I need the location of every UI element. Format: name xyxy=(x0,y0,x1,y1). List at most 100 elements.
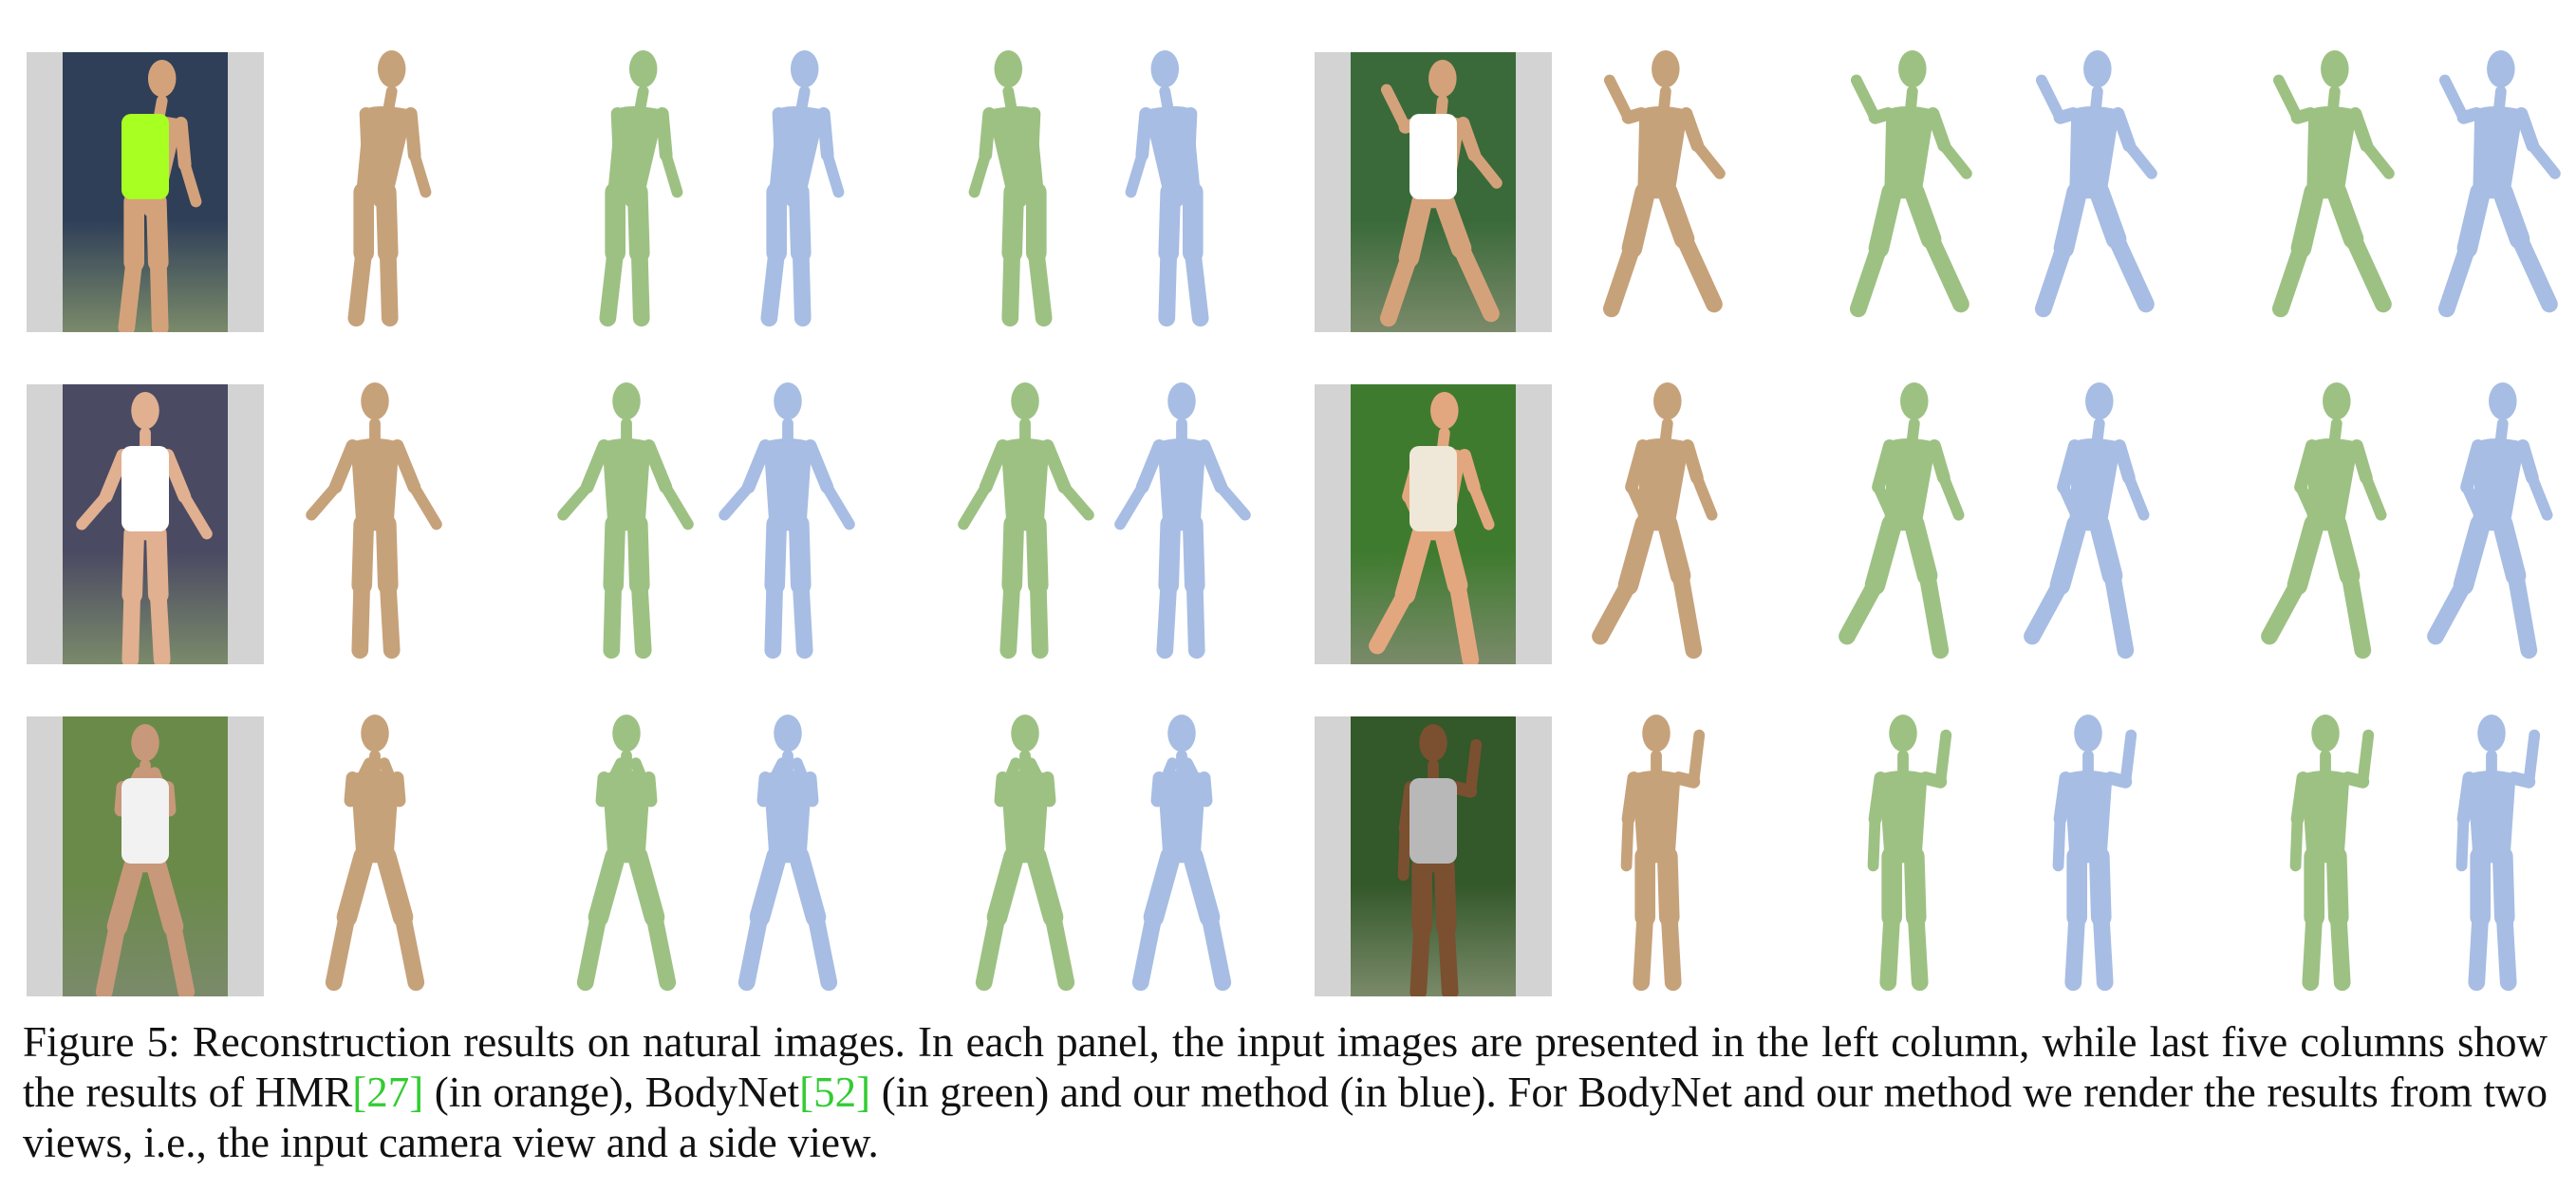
arm xyxy=(2456,772,2476,827)
citation-bodynet[interactable]: [52] xyxy=(799,1069,871,1116)
reconstructions-r2-right xyxy=(1592,382,2553,660)
leg xyxy=(2271,239,2310,318)
head xyxy=(1011,382,1039,420)
mesh-hmr-front-view xyxy=(1620,715,1706,992)
leg xyxy=(588,846,626,928)
leg xyxy=(749,846,788,928)
head xyxy=(1642,715,1671,753)
leg xyxy=(1433,855,1457,938)
head xyxy=(361,715,389,753)
arm xyxy=(1691,139,1726,179)
head xyxy=(774,382,802,420)
arm xyxy=(2119,729,2137,788)
arm xyxy=(1850,74,1881,123)
leg xyxy=(2092,908,2114,992)
arm xyxy=(1688,729,1706,788)
leg xyxy=(2495,908,2517,992)
arm xyxy=(1937,472,1965,521)
leg xyxy=(599,244,625,327)
leg xyxy=(375,181,399,264)
figure-5 xyxy=(27,50,2561,996)
neck xyxy=(634,85,649,116)
head xyxy=(2323,382,2351,420)
leg xyxy=(95,918,126,996)
leg xyxy=(1675,230,1723,313)
leg xyxy=(764,513,788,596)
arm xyxy=(2052,813,2066,872)
arm xyxy=(1197,439,1228,494)
arm xyxy=(1867,813,1881,872)
mesh-bodynet-front-view xyxy=(1867,715,1952,992)
leg xyxy=(792,244,812,327)
arm xyxy=(2361,139,2395,179)
leg xyxy=(626,181,650,264)
leg xyxy=(1437,918,1459,996)
leg xyxy=(1849,239,1888,318)
arm xyxy=(1182,757,1212,807)
mesh-ours-front-view xyxy=(2052,715,2137,992)
arm xyxy=(1151,757,1179,807)
photo-shirt xyxy=(121,446,169,531)
torso xyxy=(2301,771,2350,864)
torso xyxy=(1884,438,1937,531)
arm xyxy=(2348,107,2374,153)
arm xyxy=(995,757,1022,807)
arm xyxy=(719,481,755,521)
leg xyxy=(626,513,650,596)
neck xyxy=(383,85,398,116)
arm xyxy=(2289,813,2304,872)
leg xyxy=(2261,576,2306,645)
arm xyxy=(2514,107,2540,153)
neck xyxy=(2492,85,2507,116)
arm xyxy=(2122,472,2150,521)
leg xyxy=(2049,513,2088,596)
arm xyxy=(2123,139,2157,179)
leg xyxy=(1185,576,1205,660)
leg xyxy=(118,253,143,332)
photo-shirt xyxy=(1409,778,1457,864)
mesh-ours-front-view xyxy=(719,382,855,660)
arm xyxy=(1215,481,1251,521)
torso xyxy=(1878,771,1928,864)
torso xyxy=(602,771,651,864)
arm xyxy=(390,439,421,494)
head xyxy=(612,715,641,753)
arm xyxy=(1873,481,1901,530)
mesh-bodynet-front-view xyxy=(1849,50,1972,318)
arm xyxy=(757,757,788,807)
arm xyxy=(741,439,773,494)
arm xyxy=(791,757,818,807)
leg xyxy=(986,846,1025,928)
leg xyxy=(1409,918,1431,996)
arm xyxy=(816,107,834,162)
head xyxy=(628,50,658,88)
citation-hmr[interactable]: [27] xyxy=(352,1069,424,1116)
leg xyxy=(2329,908,2351,992)
arm xyxy=(408,481,442,530)
arm xyxy=(1380,84,1411,133)
leg xyxy=(379,244,399,327)
arm xyxy=(642,439,673,494)
mesh-ours-front-view xyxy=(2034,50,2157,318)
leg xyxy=(788,181,812,264)
leg xyxy=(1864,513,1903,596)
leg xyxy=(999,576,1021,660)
leg xyxy=(626,846,665,928)
mesh-bodynet-front-view xyxy=(599,50,683,327)
leg xyxy=(1903,846,1927,928)
mesh-bodynet-side-view xyxy=(2271,50,2395,318)
head xyxy=(2083,50,2112,88)
torso xyxy=(2306,438,2360,531)
leg xyxy=(792,576,813,660)
leg xyxy=(1907,908,1929,992)
head xyxy=(1653,382,1682,420)
arm xyxy=(557,481,593,521)
mesh-bodynet-side-view xyxy=(975,715,1075,992)
mesh-bodynet-side-view xyxy=(2289,715,2375,992)
mesh-hmr-front-view xyxy=(325,715,425,992)
head xyxy=(1652,50,1680,88)
leg xyxy=(1001,244,1021,327)
leg xyxy=(2034,239,2073,318)
arm xyxy=(2455,813,2470,872)
torso xyxy=(1884,106,1935,199)
